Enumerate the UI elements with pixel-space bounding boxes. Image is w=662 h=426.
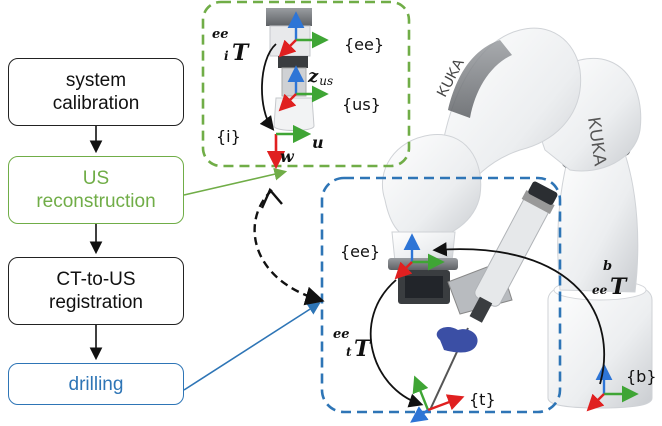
label-frame-t: {t}: [469, 390, 496, 409]
step-us-reconstruction: US reconstruction: [8, 156, 184, 224]
axis-label-u: u: [312, 133, 324, 152]
svg-text:T: T: [232, 40, 250, 66]
svg-text:T: T: [610, 274, 628, 300]
transform-arrow-ee-i: [259, 43, 277, 131]
frame-ee-mid-axes: [394, 233, 445, 280]
step-system-calibration: system calibration: [8, 58, 184, 126]
svg-text:b: b: [603, 259, 612, 274]
svg-text:ee: ee: [333, 327, 350, 342]
step-drilling-label: drilling: [68, 373, 124, 395]
transform-arrow-ee-t: [369, 279, 424, 408]
axis-label-w: w: [280, 147, 295, 166]
svg-text:ee: ee: [592, 283, 608, 297]
step-system-calibration-line1: system: [65, 70, 127, 91]
us-reconstruction-detail-frame: [201, 0, 411, 168]
frame-t-axes: [410, 375, 465, 423]
transform-label-b-ee: b ee T: [592, 259, 628, 300]
label-frame-i: {i}: [216, 127, 241, 146]
step-ct-to-us-registration: CT-to-US registration: [8, 257, 184, 325]
connector-us-reconstruction: [183, 167, 288, 196]
dashed-link-start-arrow: [260, 187, 283, 209]
step-ct-to-us-registration-line1: CT-to-US: [56, 269, 136, 290]
svg-text:i: i: [224, 49, 229, 63]
label-frame-ee-mid: {ee}: [340, 242, 380, 261]
label-frame-ee-top: {ee}: [344, 35, 384, 54]
label-frame-b: {b}: [626, 367, 657, 386]
step-ct-to-us-registration-line2: registration: [49, 292, 143, 313]
transform-arrow-b-ee: [432, 242, 606, 385]
svg-text:T: T: [354, 336, 372, 362]
frame-b-axes: [586, 363, 639, 412]
frame-i-axes: [266, 124, 312, 170]
connector-drilling: [183, 302, 321, 391]
frame-us-axes: [278, 65, 329, 112]
probe-inset-robot: [266, 8, 315, 131]
robot-arm: KUKA KUKA: [381, 27, 653, 411]
transform-label-ee-i: ee i T: [212, 27, 250, 66]
svg-text:ee: ee: [212, 27, 229, 42]
step-us-reconstruction-line2: reconstruction: [36, 191, 156, 212]
transform-label-ee-t: ee t T: [333, 327, 372, 362]
svg-text:t: t: [346, 345, 352, 359]
dashed-link-ee-frames: [253, 189, 325, 306]
step-drilling: drilling: [8, 363, 184, 405]
step-system-calibration-line2: calibration: [52, 93, 140, 114]
frame-ee-top-axes: [278, 11, 329, 58]
axis-label-z-us: zus: [307, 66, 333, 88]
step-us-reconstruction-line1: US: [82, 168, 110, 189]
label-frame-us: {us}: [342, 95, 381, 114]
